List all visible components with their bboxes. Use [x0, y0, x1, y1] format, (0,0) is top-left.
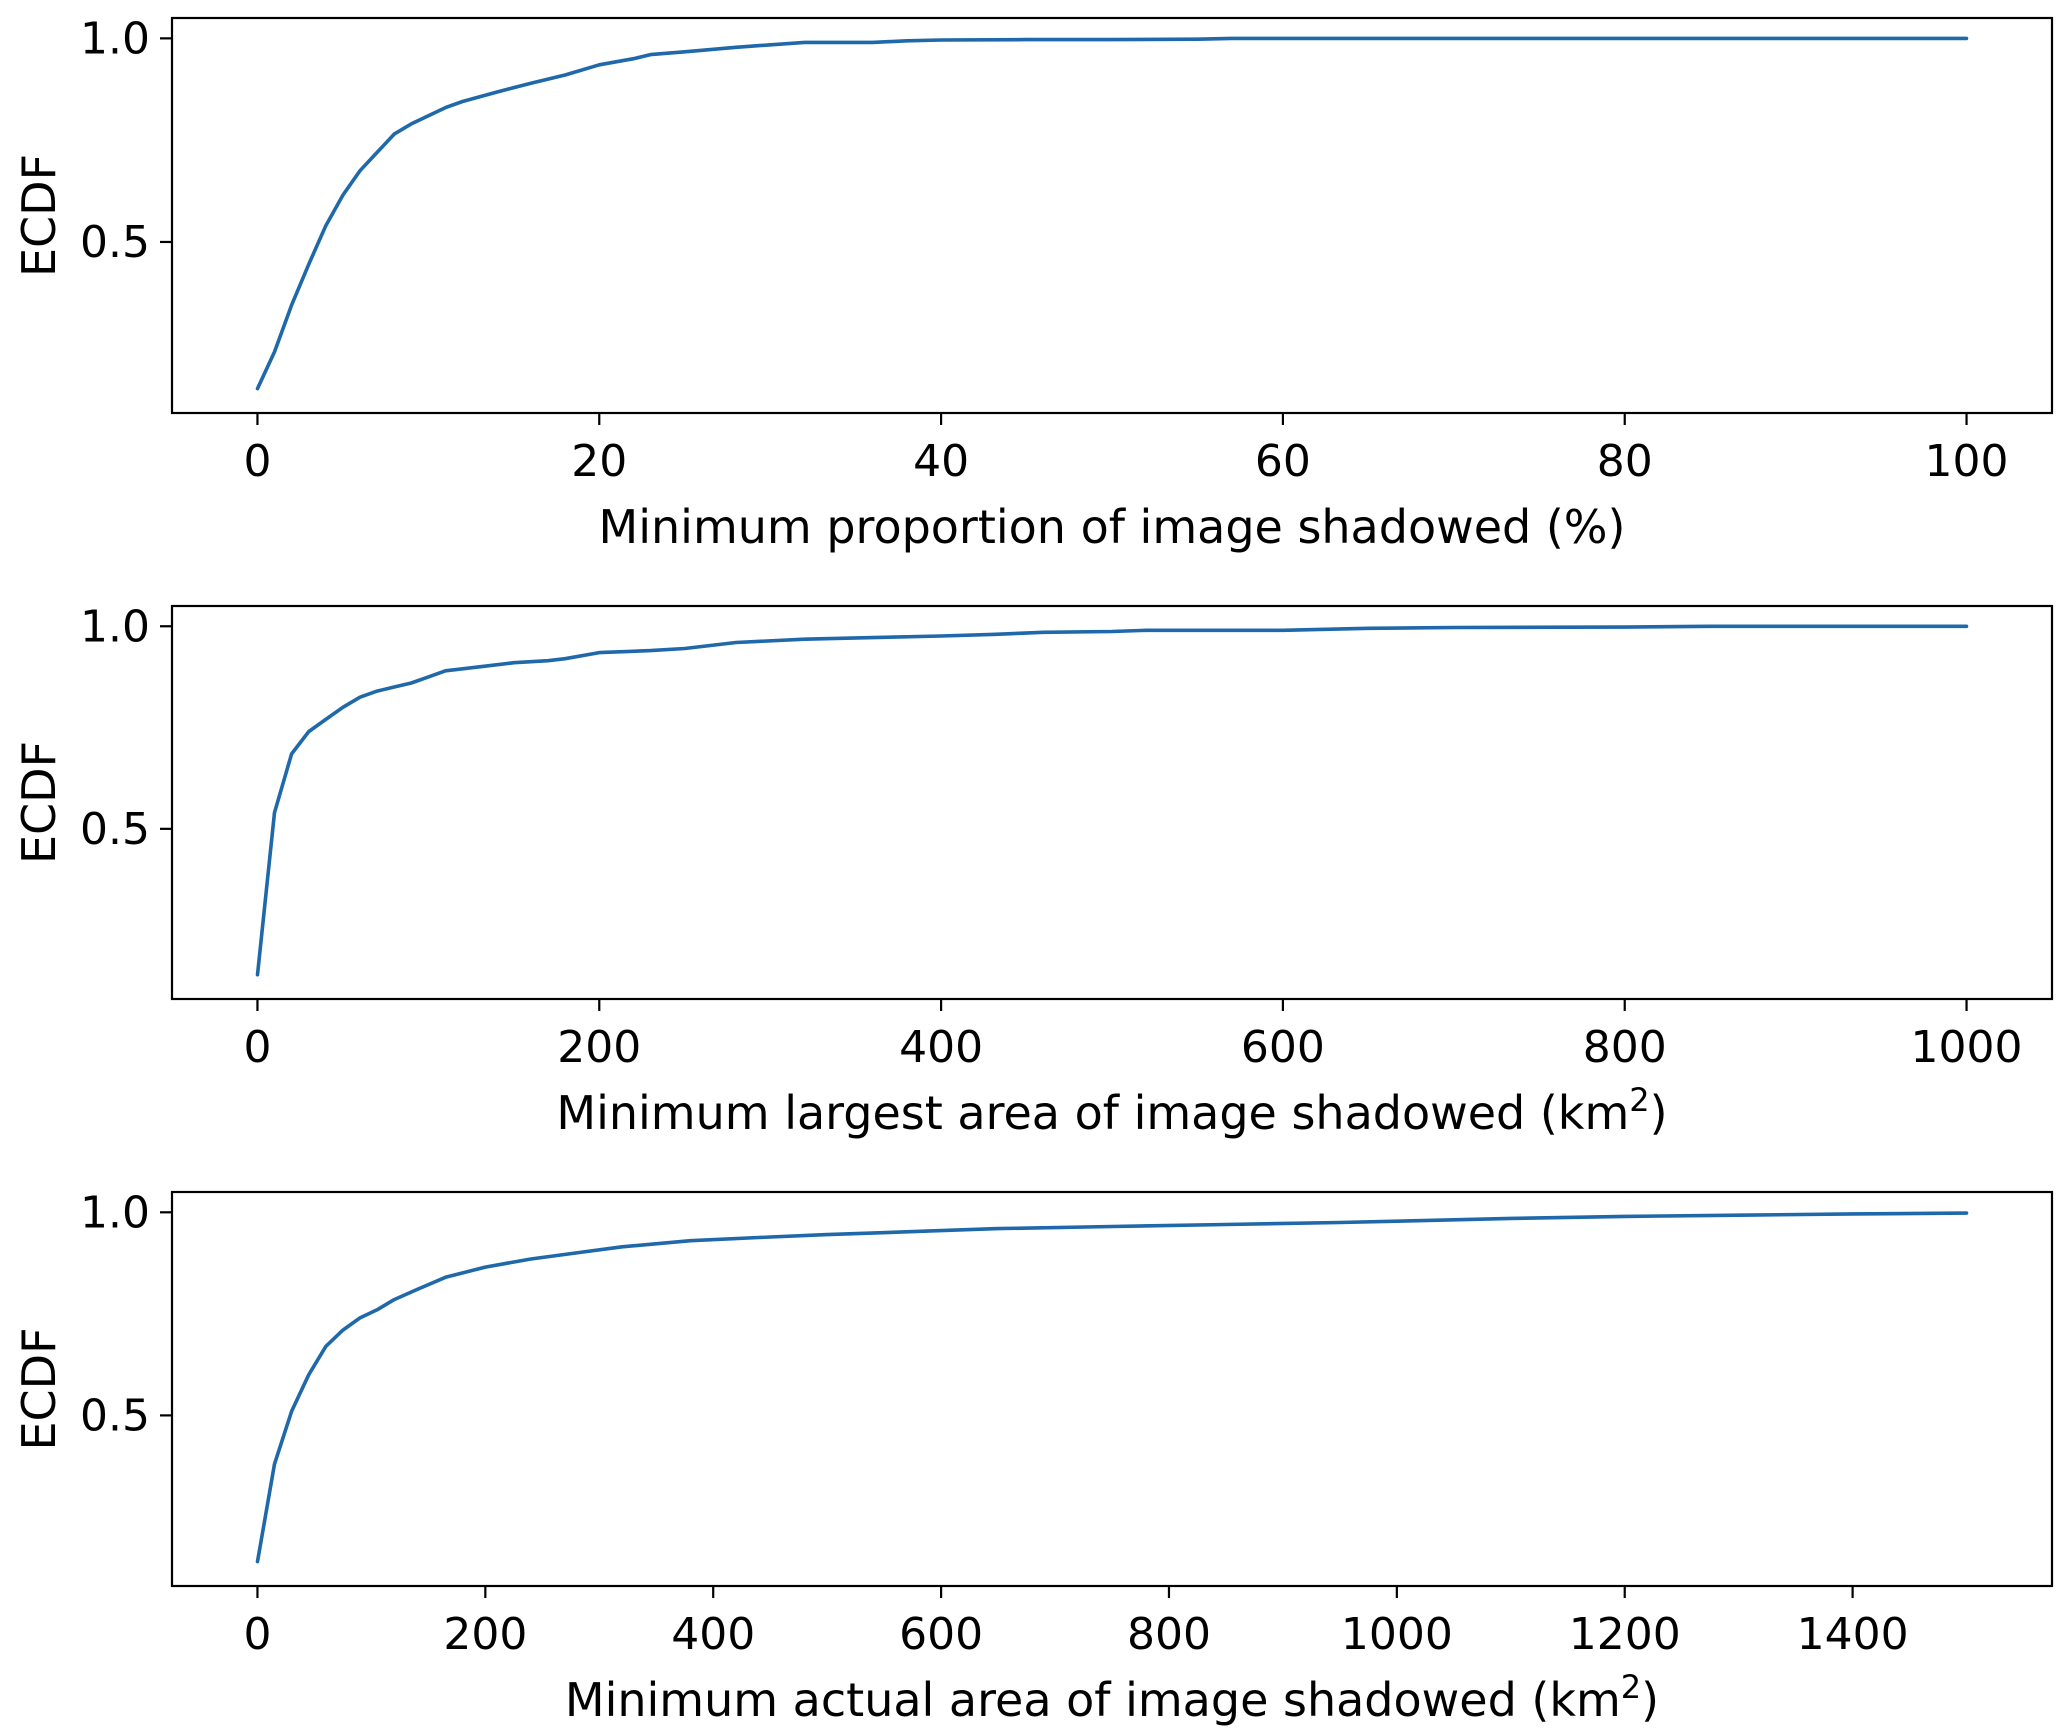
- y-tick-label: 0.5: [80, 1390, 150, 1441]
- y-tick-label: 1.0: [80, 1187, 150, 1238]
- ecdf-panel-2: 0 200 400 600 800 1000 0.5 1.0 Minimum largest a…: [12, 601, 2054, 1140]
- ecdf-panel-3: 0 200 400 600 800 1000 1200 1400 0.5 1.0 Minimum a…: [12, 1187, 2054, 1727]
- plot-frame: [170, 1190, 2054, 1588]
- x-tick-label: 1200: [1569, 1609, 1681, 1660]
- x-tick-label: 1000: [1911, 1022, 2023, 1073]
- x-axis-label: Minimum largest area of image shadowed (…: [556, 1081, 1667, 1140]
- x-tick-label: 400: [899, 1022, 983, 1073]
- ecdf-line-panel-2-series-1: [255, 624, 1969, 977]
- x-tick-label: 1400: [1797, 1609, 1909, 1660]
- ecdf-line-panel-3-series-1: [255, 1211, 1969, 1564]
- x-tick-label: 0: [243, 1609, 271, 1660]
- x-tick-label: 60: [1255, 436, 1311, 487]
- x-tick-label: 200: [557, 1022, 641, 1073]
- y-axis-label: ECDF: [12, 741, 66, 864]
- ecdf-panel-1: 0 20 40 60 80 100 0.5 1.0 Minimum proportion of …: [12, 13, 2054, 554]
- x-tick-label: 20: [571, 436, 627, 487]
- x-tick-label: 400: [671, 1609, 755, 1660]
- y-tick-label: 0.5: [80, 804, 150, 855]
- y-tick-label: 1.0: [80, 13, 150, 64]
- x-tick-label: 800: [1583, 1022, 1667, 1073]
- x-axis-label: Minimum proportion of image shadowed (%): [599, 500, 1626, 554]
- x-tick-label: 1000: [1341, 1609, 1453, 1660]
- x-tick-label: 0: [243, 436, 271, 487]
- x-tick-label: 600: [899, 1609, 983, 1660]
- y-tick-label: 0.5: [80, 217, 150, 268]
- x-tick-label: 80: [1597, 436, 1653, 487]
- x-tick-label: 100: [1925, 436, 2009, 487]
- plot-frame: [170, 604, 2054, 1001]
- ecdf-line-panel-1-series-1: [255, 36, 1969, 391]
- x-tick-label: 200: [443, 1609, 527, 1660]
- x-axis-label: Minimum actual area of image shadowed (k…: [565, 1668, 1659, 1727]
- x-tick-label: 600: [1241, 1022, 1325, 1073]
- y-tick-label: 1.0: [80, 601, 150, 652]
- x-tick-label: 40: [913, 436, 969, 487]
- y-axis-label: ECDF: [12, 154, 66, 277]
- x-tick-label: 0: [243, 1022, 271, 1073]
- plot-frame: [170, 16, 2054, 415]
- x-tick-label: 800: [1127, 1609, 1211, 1660]
- y-axis-label: ECDF: [12, 1327, 66, 1450]
